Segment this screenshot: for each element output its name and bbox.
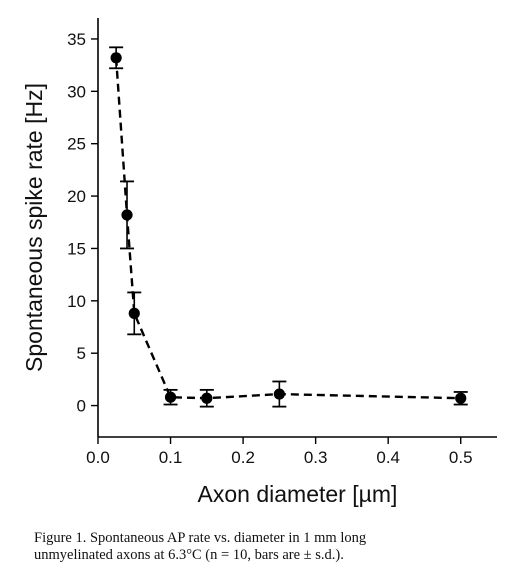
caption-line-1: Figure 1. Spontaneous AP rate vs. diamet…	[34, 530, 367, 546]
y-tick-label: 0	[77, 397, 86, 416]
x-axis-title: Axon diameter [µm]	[198, 481, 398, 507]
y-axis-ticks: 0 5 10 15 20 25 30 35	[67, 30, 98, 416]
chart: 0.0 0.1 0.2 0.3 0.4 0.5 0 5 10 15 20 25 30 35 Axon d…	[21, 18, 497, 507]
y-tick-label: 5	[77, 344, 86, 363]
data-point	[201, 392, 213, 404]
x-axis-ticks: 0.0 0.1 0.2 0.3 0.4 0.5	[86, 437, 473, 467]
x-tick-label: 0.2	[231, 448, 255, 467]
x-tick-label: 0.4	[376, 448, 400, 467]
caption-line-2: unmyelinated axons at 6.3°C (n = 10, bar…	[34, 547, 344, 563]
x-tick-label: 0.1	[159, 448, 183, 467]
x-tick-label: 0.0	[86, 448, 110, 467]
error-bars	[109, 46, 468, 408]
y-tick-label: 10	[67, 292, 86, 311]
figure-caption: Figure 1. Spontaneous AP rate vs. diamet…	[34, 530, 494, 564]
data-point	[455, 392, 467, 404]
x-tick-label: 0.5	[449, 448, 473, 467]
data-points	[110, 52, 467, 404]
data-point	[110, 52, 122, 64]
data-point	[164, 391, 177, 403]
y-tick-label: 15	[67, 239, 86, 258]
data-point	[273, 388, 285, 400]
data-point	[128, 307, 140, 319]
y-tick-label: 25	[67, 135, 86, 154]
y-axis-title: Spontaneous spike rate [Hz]	[21, 83, 47, 372]
x-tick-label: 0.3	[304, 448, 328, 467]
y-tick-label: 35	[67, 30, 86, 49]
axes	[97, 18, 497, 438]
data-point	[121, 209, 133, 221]
y-tick-label: 30	[67, 82, 86, 101]
y-tick-label: 20	[67, 187, 86, 206]
series-line	[114, 57, 461, 400]
